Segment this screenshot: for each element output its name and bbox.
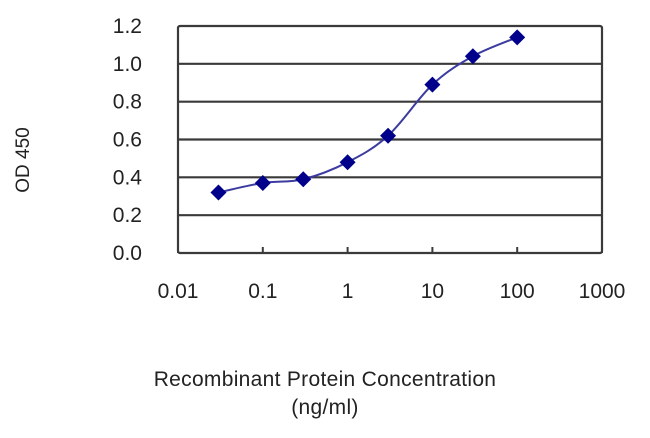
y-axis-title-text: OD 450 (13, 127, 34, 193)
data-point-diamond (380, 127, 397, 144)
y-axis-title: OD 450 (4, 120, 44, 200)
plot-frame (176, 24, 604, 255)
data-point-diamond (339, 154, 356, 171)
x-tick-label: 100 (500, 280, 535, 303)
x-tick-label: 1000 (579, 280, 626, 303)
x-tick-label: 10 (421, 280, 444, 303)
y-tick-label: 0.4 (113, 166, 143, 189)
x-tick-label: 1 (342, 280, 354, 303)
data-point-diamond (424, 76, 441, 93)
data-point-diamond (254, 175, 271, 192)
x-axis-title-line2: (ng/ml) (291, 396, 359, 419)
y-tick-label: 1.2 (113, 15, 142, 38)
x-axis-title-line1: Recombinant Protein Concentration (153, 368, 497, 391)
y-tick-label: 1.0 (113, 53, 142, 76)
y-tick-label: 0.2 (113, 204, 142, 227)
x-tick-label: 0.01 (158, 280, 199, 303)
data-point-diamond (210, 184, 227, 201)
y-tick-label: 0.8 (113, 91, 142, 114)
y-tick-label: 0.6 (113, 129, 142, 152)
x-axis-title: Recombinant Protein Concentration (ng/ml… (0, 366, 650, 422)
y-tick-label: 0.0 (113, 242, 142, 265)
data-point-diamond (295, 171, 312, 188)
data-point-diamond (509, 29, 526, 46)
data-point-diamond (464, 48, 481, 65)
x-tick-label: 0.1 (248, 280, 277, 303)
